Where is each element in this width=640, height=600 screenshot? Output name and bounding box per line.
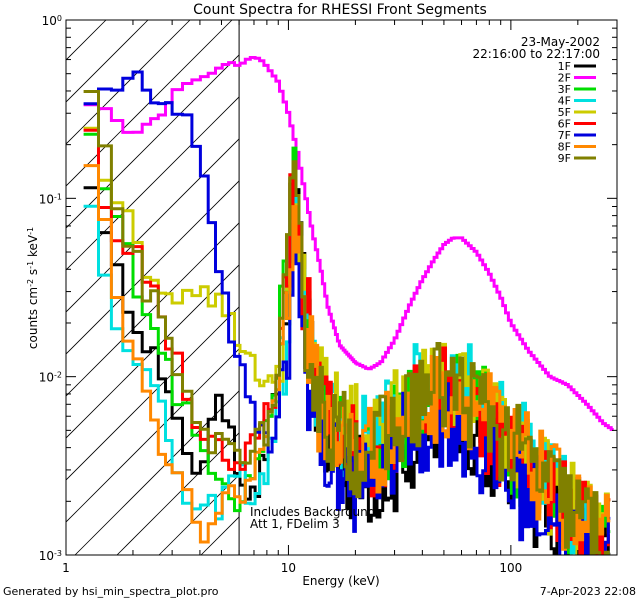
date-label: 23-May-2002 bbox=[521, 35, 600, 49]
series-7f bbox=[83, 70, 611, 555]
y-tick-label: 10-2 bbox=[39, 370, 62, 385]
hatch-line bbox=[66, 138, 240, 313]
hatch-line bbox=[66, 20, 233, 187]
chart-title: Count Spectra for RHESSI Front Segments bbox=[193, 2, 487, 18]
y-tick-label: 10-3 bbox=[39, 549, 62, 564]
hatch-line bbox=[116, 432, 240, 555]
hatch-line bbox=[66, 54, 240, 229]
hatch-line bbox=[66, 264, 240, 439]
plot-frame bbox=[65, 19, 618, 556]
legend-label: 8F bbox=[558, 141, 571, 154]
legend-label: 2F bbox=[558, 72, 571, 85]
series-layer bbox=[83, 56, 614, 555]
series-9f bbox=[83, 90, 610, 555]
x-axis: 1 10 100 bbox=[62, 20, 618, 575]
hatch-line bbox=[66, 348, 240, 523]
hatch-line bbox=[0, 20, 22, 555]
legend-label: 6F bbox=[558, 118, 571, 131]
legend-label: 7F bbox=[558, 129, 571, 142]
hatch-line bbox=[66, 222, 240, 397]
legend-label: 9F bbox=[558, 152, 571, 165]
legend-label: 3F bbox=[558, 83, 571, 96]
x-axis-label: Energy (keV) bbox=[302, 574, 379, 588]
series-2f bbox=[83, 56, 614, 431]
footer-timestamp: 7-Apr-2023 22:08 bbox=[540, 585, 636, 598]
hatch-line bbox=[66, 306, 240, 481]
legend-label: 1F bbox=[558, 60, 571, 73]
hatch-line bbox=[66, 96, 240, 271]
x-tick-label: 100 bbox=[499, 561, 522, 575]
annotation-attenuator: Att 1, FDelim 3 bbox=[250, 517, 340, 531]
legend-label: 5F bbox=[558, 106, 571, 119]
legend-label: 4F bbox=[558, 95, 571, 108]
y-axis: 100 10-1 10-2 10-3 bbox=[39, 14, 617, 564]
y-axis-label: counts cm-2 s-1 keV-1 bbox=[26, 227, 41, 349]
y-tick-label: 100 bbox=[42, 14, 62, 29]
annotation-background: Includes Background bbox=[250, 505, 375, 519]
y-tick-label: 10-1 bbox=[39, 192, 62, 207]
footer-generator: Generated by hsi_min_spectra_plot.pro bbox=[3, 585, 219, 598]
time-range-label: 22:16:00 to 22:17:00 bbox=[473, 47, 600, 61]
x-tick-label: 10 bbox=[281, 561, 296, 575]
x-tick-label: 1 bbox=[62, 561, 70, 575]
hatch-line bbox=[66, 20, 149, 103]
